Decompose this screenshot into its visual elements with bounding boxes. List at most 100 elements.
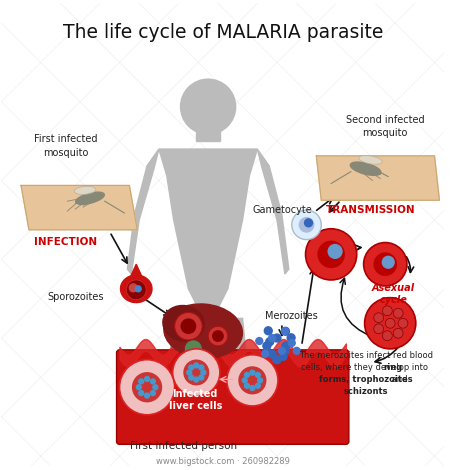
Ellipse shape [164,304,243,358]
Circle shape [183,360,209,385]
Circle shape [269,335,275,342]
Circle shape [185,341,201,357]
Circle shape [150,379,155,384]
Circle shape [385,318,395,328]
Polygon shape [126,264,146,286]
Circle shape [293,347,300,354]
Circle shape [393,308,403,318]
Polygon shape [121,275,152,303]
Circle shape [199,375,204,380]
Circle shape [194,377,199,382]
Circle shape [259,350,267,358]
Circle shape [364,298,416,349]
Circle shape [299,217,315,233]
Circle shape [288,339,295,346]
Text: schizonts: schizonts [343,387,388,396]
Circle shape [180,79,236,134]
Polygon shape [316,156,439,200]
Circle shape [269,350,276,358]
Circle shape [292,210,321,240]
Circle shape [132,372,162,402]
Circle shape [317,241,345,268]
Circle shape [374,252,397,276]
Circle shape [144,393,149,398]
Ellipse shape [163,306,204,341]
Ellipse shape [76,192,104,204]
Circle shape [382,256,394,268]
Polygon shape [213,318,249,427]
Circle shape [244,384,249,388]
Text: Merozoites: Merozoites [266,311,318,321]
Circle shape [374,324,383,334]
Circle shape [255,384,260,388]
Circle shape [129,284,137,292]
Circle shape [227,355,278,406]
Circle shape [250,370,255,375]
Circle shape [287,334,295,342]
Circle shape [180,318,196,334]
Circle shape [153,385,158,390]
Polygon shape [196,131,220,141]
Circle shape [139,379,144,384]
Ellipse shape [350,162,381,175]
Circle shape [285,342,293,350]
Text: First infected
mosquito: First infected mosquito [34,134,97,158]
Circle shape [257,342,265,350]
Circle shape [139,391,144,396]
Circle shape [374,313,383,322]
Circle shape [199,365,204,370]
Text: Asexual
cycle: Asexual cycle [372,283,415,305]
Text: Gametocyte: Gametocyte [252,205,312,215]
Ellipse shape [359,156,382,164]
Circle shape [255,372,260,377]
Text: forms, trophozoites: forms, trophozoites [319,375,412,384]
Text: TRANSMISSION: TRANSMISSION [326,205,415,215]
Circle shape [238,366,266,394]
Polygon shape [127,149,159,274]
Text: First infected person: First infected person [130,441,237,451]
Circle shape [273,359,281,367]
Circle shape [278,334,286,342]
Text: INFECTION: INFECTION [34,236,97,247]
Circle shape [306,229,357,280]
Circle shape [242,378,247,383]
Circle shape [279,347,285,354]
Circle shape [382,306,392,316]
Circle shape [382,331,392,341]
Polygon shape [21,186,137,230]
Circle shape [135,286,141,292]
Circle shape [282,358,290,366]
Text: www.bigstock.com · 260982289: www.bigstock.com · 260982289 [156,456,290,466]
Text: cells, where they develop into: cells, where they develop into [301,363,430,372]
Text: and: and [390,375,410,384]
Circle shape [273,328,281,336]
Circle shape [264,326,271,333]
Circle shape [398,318,408,328]
Text: Sporozoites: Sporozoites [47,292,104,302]
Circle shape [175,313,202,340]
Text: Infected
liver cells: Infected liver cells [169,389,222,411]
Circle shape [250,385,255,391]
Circle shape [262,350,269,357]
Polygon shape [159,149,257,328]
Circle shape [144,376,149,382]
Circle shape [328,244,342,258]
Circle shape [126,280,146,300]
Circle shape [364,243,407,286]
Circle shape [120,360,175,415]
Circle shape [187,370,192,375]
Circle shape [256,337,263,345]
Circle shape [201,370,206,375]
Circle shape [208,326,228,346]
Text: The life cycle of MALARIA parasite: The life cycle of MALARIA parasite [63,24,383,42]
Circle shape [281,328,288,335]
Polygon shape [257,149,289,274]
Text: Second infected
mosquito: Second infected mosquito [346,115,425,138]
Circle shape [189,365,194,370]
Circle shape [194,363,199,368]
Circle shape [136,385,141,390]
Text: ring: ring [383,363,403,372]
Circle shape [189,375,194,380]
FancyBboxPatch shape [117,350,349,444]
Circle shape [259,334,267,342]
